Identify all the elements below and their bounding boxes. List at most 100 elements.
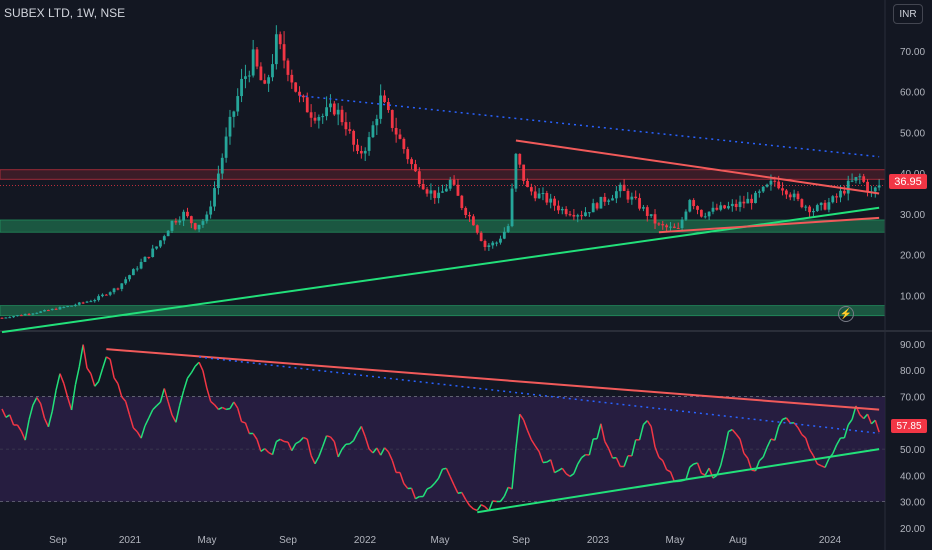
candle-body: [665, 225, 669, 228]
rsi-segment: [275, 438, 281, 443]
time-tick: May: [431, 535, 450, 546]
candle-body: [383, 95, 386, 103]
candle-body: [174, 221, 178, 223]
rsi-segment: [638, 424, 645, 441]
rsi-segment: [774, 426, 780, 441]
candle-body: [220, 157, 224, 174]
candle-body: [81, 302, 85, 304]
candle-body: [877, 185, 881, 188]
rsi-segment: [329, 436, 335, 443]
candle-body: [101, 294, 104, 297]
candle-body: [823, 202, 827, 210]
candle-body: [317, 117, 321, 121]
candle-body: [634, 196, 638, 199]
price-tick: 50.00: [900, 128, 925, 139]
rsi-segment: [156, 401, 161, 407]
rsi-segment: [233, 401, 239, 409]
candle-body: [591, 203, 595, 213]
rsi-segment: [105, 356, 111, 360]
candle-body: [263, 80, 267, 84]
rsi-tick: 40.00: [900, 471, 925, 482]
rsi-segment: [5, 414, 11, 418]
candle-body: [464, 208, 468, 216]
candle-body: [479, 232, 483, 241]
candle-body: [502, 231, 506, 239]
candle-body: [159, 240, 162, 247]
rsi-segment: [569, 472, 575, 477]
rsi-segment: [778, 419, 784, 427]
candle-body: [730, 203, 734, 207]
candle-body: [699, 209, 703, 217]
candle-body: [444, 188, 448, 192]
rsi-segment: [708, 467, 714, 479]
candle-body: [421, 184, 425, 190]
time-tick: 2022: [354, 535, 377, 546]
candle-body: [649, 214, 653, 216]
rsi-segment: [322, 435, 328, 447]
candle-body: [70, 305, 73, 307]
rsi-segment: [666, 469, 671, 473]
candle-body: [526, 180, 529, 188]
rsi-segment: [51, 389, 57, 412]
candle-body: [719, 205, 723, 210]
candle-body: [85, 301, 89, 303]
rsi-segment: [117, 383, 123, 398]
rsi-segment: [171, 414, 177, 423]
rsi-segment: [650, 426, 656, 448]
rsi-segment: [63, 383, 69, 398]
rsi-segment: [453, 484, 459, 494]
candle-body: [429, 190, 433, 194]
rsi-trendline-0: [106, 348, 880, 411]
candle-body: [189, 216, 193, 224]
candle-body: [661, 224, 665, 226]
rsi-tick: 70.00: [900, 392, 925, 403]
rsi-segment: [16, 424, 22, 432]
rsi-segment: [588, 438, 594, 456]
rsi-segment: [561, 467, 567, 475]
rsi-segment: [549, 459, 556, 473]
rsi-segment: [32, 397, 38, 406]
currency-button[interactable]: INR: [893, 4, 923, 24]
candle-body: [417, 171, 421, 185]
rsi-segment: [175, 404, 181, 423]
candle-body: [495, 242, 498, 244]
candle-body: [131, 269, 135, 276]
rsi-segment: [241, 420, 246, 424]
candle-body: [182, 211, 186, 221]
rsi-segment: [847, 418, 853, 426]
rsi-segment: [152, 405, 158, 411]
rsi-segment: [295, 440, 300, 445]
candle-body: [692, 200, 696, 207]
candle-body: [672, 226, 676, 228]
price-tick: 30.00: [900, 210, 925, 221]
rsi-segment: [403, 483, 409, 489]
rsi-segment: [182, 378, 189, 391]
candle-body: [854, 177, 858, 181]
candle-body: [564, 208, 568, 215]
candle-body: [77, 302, 81, 305]
rsi-segment: [109, 359, 115, 378]
rsi-segment: [701, 472, 706, 476]
rsi-segment: [298, 436, 304, 443]
rsi-segment: [59, 373, 65, 384]
time-axis: Sep 2021 May Sep 2022 May Sep 2023 May Aug 2024: [49, 535, 841, 546]
candle-body: [773, 180, 777, 182]
candle-body: [313, 117, 317, 121]
rsi-segment: [747, 458, 753, 471]
rsi-segment: [719, 449, 726, 466]
rsi-segment: [558, 467, 563, 472]
rsi-segment: [728, 428, 733, 433]
candle-body: [143, 256, 147, 262]
rsi-segment: [271, 441, 278, 455]
rsi-segment: [225, 407, 231, 411]
candle-body: [170, 221, 174, 231]
candle-body: [688, 200, 692, 212]
rsi-segment: [179, 390, 185, 406]
rsi-segment: [82, 344, 88, 369]
lightning-icon[interactable]: ⚡: [838, 306, 854, 322]
rsi-segment: [685, 466, 691, 480]
rsi-segment: [36, 397, 42, 405]
time-tick: Sep: [279, 535, 297, 546]
symbol-title: SUBEX LTD, 1W, NSE: [4, 6, 126, 20]
rsi-segment: [24, 419, 30, 441]
